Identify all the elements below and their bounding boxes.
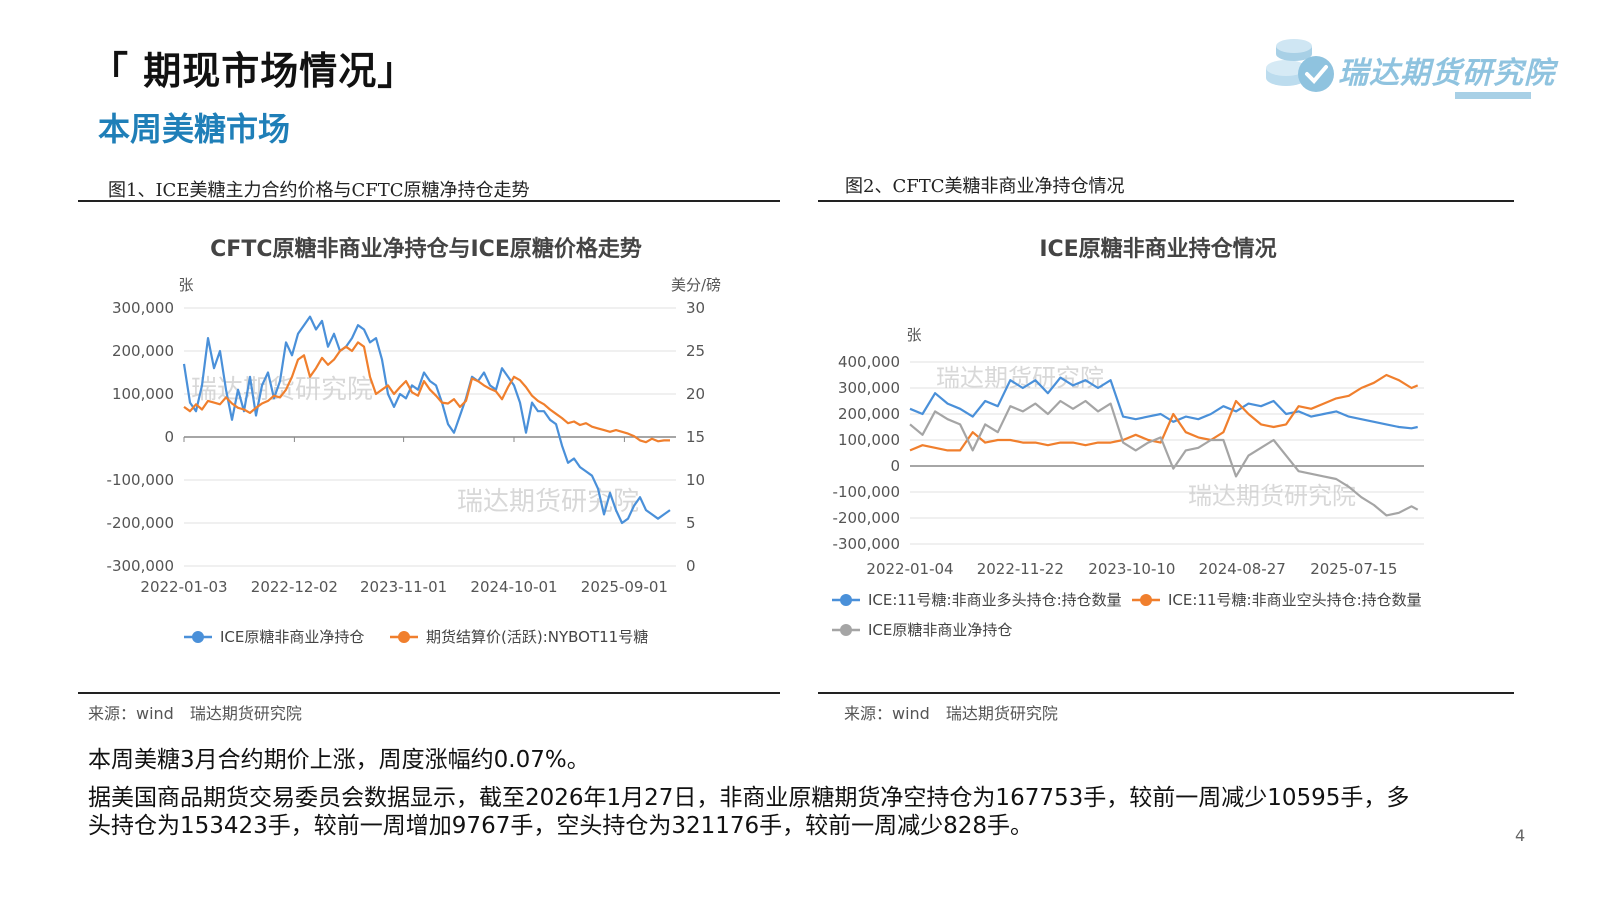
chart-2-series-line-2 — [909, 373, 1419, 452]
chart-2-x-tick-label: 2022-11-22 — [977, 560, 1064, 578]
figure-2-top-rule — [818, 200, 1514, 202]
chart-2-legend-label: ICE:11号糖:非商业多头持仓:持仓数量 — [868, 591, 1122, 609]
figure-1-bottom-rule — [78, 692, 780, 694]
chart-2-legend-marker — [840, 594, 852, 606]
coins-logo-icon — [1266, 39, 1334, 92]
chart-1-x-tick-label: 2022-12-02 — [251, 578, 338, 596]
figure-2-caption: 图2、CFTC美糖非商业净持仓情况 — [845, 176, 1125, 197]
summary-line-1: 本周美糖3月合约期价上涨，周度涨幅约0.07%。 — [88, 747, 590, 773]
chart-1-left-tick-label: -300,000 — [107, 557, 174, 575]
figure-1-top-rule — [78, 200, 780, 202]
figure-1-source: 来源：wind 瑞达期货研究院 — [88, 704, 302, 723]
chart-2-x-tick-label: 2025-07-15 — [1310, 560, 1397, 578]
chart-1-left-tick-label: -100,000 — [107, 471, 174, 489]
chart-1-x-tick-label: 2022-01-03 — [140, 578, 227, 596]
chart-1-left-tick-label: 100,000 — [112, 385, 174, 403]
chart-1-right-tick-label: 15 — [686, 428, 705, 446]
chart-1-left-tick-label: 200,000 — [112, 342, 174, 360]
chart-2-x-tick-label: 2022-01-04 — [866, 560, 953, 578]
chart-1-legend-marker — [192, 631, 204, 643]
chart-2-legend-label: ICE:11号糖:非商业空头持仓:持仓数量 — [1168, 591, 1422, 609]
chart-2-watermarks: 瑞达期货研究院 瑞达期货研究院 — [936, 364, 1356, 510]
chart-1-x-tick-label: 2023-11-01 — [360, 578, 447, 596]
chart-2-axis-unit: 张 — [906, 326, 921, 344]
chart-1-right-tick-label: 20 — [686, 385, 705, 403]
chart-1-left-tick-label: 300,000 — [112, 299, 174, 317]
chart-2-legend: ICE:11号糖:非商业多头持仓:持仓数量 ICE:11号糖:非商业空头持仓:持仓… — [832, 591, 1422, 639]
page-title: 「 期现市场情况」 — [90, 49, 417, 93]
chart-1-watermark-1: 瑞达期货研究院 — [191, 375, 373, 405]
chart-1-right-tick-label: 5 — [686, 514, 696, 532]
chart-2-x-tick-label: 2024-08-27 — [1199, 560, 1286, 578]
chart-1-left-axis-unit: 张 — [178, 276, 193, 294]
chart-1-series-line-1 — [182, 315, 671, 525]
chart-1-right-axis-unit: 美分/磅 — [671, 276, 721, 294]
chart-2-y-tick-label: -100,000 — [833, 483, 900, 501]
chart-2-y-tick-label: -300,000 — [833, 535, 900, 553]
page-number: 4 — [1515, 826, 1526, 845]
figure-1-caption: 图1、ICE美糖主力合约价格与CFTC原糖净持仓走势 — [108, 180, 530, 201]
chart-1: CFTC原糖非商业净持仓与ICE原糖价格走势 张 美分/磅 300,000 30 2… — [107, 236, 721, 646]
chart-2-y-tick-label: -200,000 — [833, 509, 900, 527]
chart-2-y-tick-label: 0 — [890, 457, 900, 475]
chart-2-series-line-1 — [909, 376, 1418, 430]
chart-1-right-tick-label: 10 — [686, 471, 705, 489]
chart-2-y-tick-label: 300,000 — [838, 379, 900, 397]
chart-2-legend-marker — [840, 624, 852, 636]
chart-2-watermark-2: 瑞达期货研究院 — [1188, 482, 1356, 510]
chart-1-series-line-2 — [183, 341, 670, 444]
chart-2-series-line-3 — [909, 399, 1419, 517]
chart-2: ICE原糖非商业持仓情况 张 400,000 300,000 200,000 100,… — [832, 236, 1424, 639]
page-subtitle: 本周美糖市场 — [98, 110, 291, 148]
chart-1-right-tick-label: 30 — [686, 299, 705, 317]
logo-text: 瑞达期货研究院 — [1338, 56, 1555, 91]
chart-1-watermarks: 瑞达期货研究院 瑞达期货研究院 — [191, 375, 639, 517]
chart-1-series — [182, 315, 671, 525]
chart-1-legend: ICE原糖非商业净持仓 期货结算价(活跃):NYBOT11号糖 — [184, 628, 648, 646]
chart-1-legend-marker — [398, 631, 410, 643]
summary-line-3: 头持仓为153423手，较前一周增加9767手，空头持仓为321176手，较前一… — [88, 813, 1034, 839]
chart-2-y-tick-label: 400,000 — [838, 353, 900, 371]
chart-2-y-tick-label: 200,000 — [838, 405, 900, 423]
chart-2-x-tick-label: 2023-10-10 — [1088, 560, 1175, 578]
chart-1-x-tick-label: 2024-10-01 — [470, 578, 557, 596]
chart-2-watermark-1: 瑞达期货研究院 — [936, 364, 1104, 392]
chart-1-legend-label: 期货结算价(活跃):NYBOT11号糖 — [426, 628, 648, 646]
chart-2-legend-marker — [1140, 594, 1152, 606]
chart-1-left-tick-label: -200,000 — [107, 514, 174, 532]
figure-2-source: 来源：wind 瑞达期货研究院 — [844, 704, 1058, 723]
chart-2-legend-label: ICE原糖非商业净持仓 — [868, 621, 1012, 639]
logo-underline — [1455, 92, 1531, 99]
summary-line-2: 据美国商品期货交易委员会数据显示，截至2026年1月27日，非商业原糖期货净空持… — [88, 785, 1410, 811]
chart-1-title: CFTC原糖非商业净持仓与ICE原糖价格走势 — [210, 236, 642, 262]
chart-1-x-tick-label: 2025-09-01 — [581, 578, 668, 596]
chart-2-y-tick-label: 100,000 — [838, 431, 900, 449]
chart-2-grid: 400,000 300,000 200,000 100,000 0 -100,000 -20… — [833, 353, 1424, 578]
chart-1-left-tick-label: 0 — [164, 428, 174, 446]
chart-2-title: ICE原糖非商业持仓情况 — [1039, 236, 1276, 262]
chart-1-legend-label: ICE原糖非商业净持仓 — [220, 628, 364, 646]
chart-1-right-tick-label: 25 — [686, 342, 705, 360]
chart-1-watermark-2: 瑞达期货研究院 — [457, 487, 639, 517]
figure-2-bottom-rule — [818, 692, 1514, 694]
chart-1-grid: 300,000 30 200,000 25 100,000 20 0 15 -100,000 10… — [107, 299, 706, 596]
chart-1-right-tick-label: 0 — [686, 557, 696, 575]
chart-2-series — [909, 373, 1419, 517]
